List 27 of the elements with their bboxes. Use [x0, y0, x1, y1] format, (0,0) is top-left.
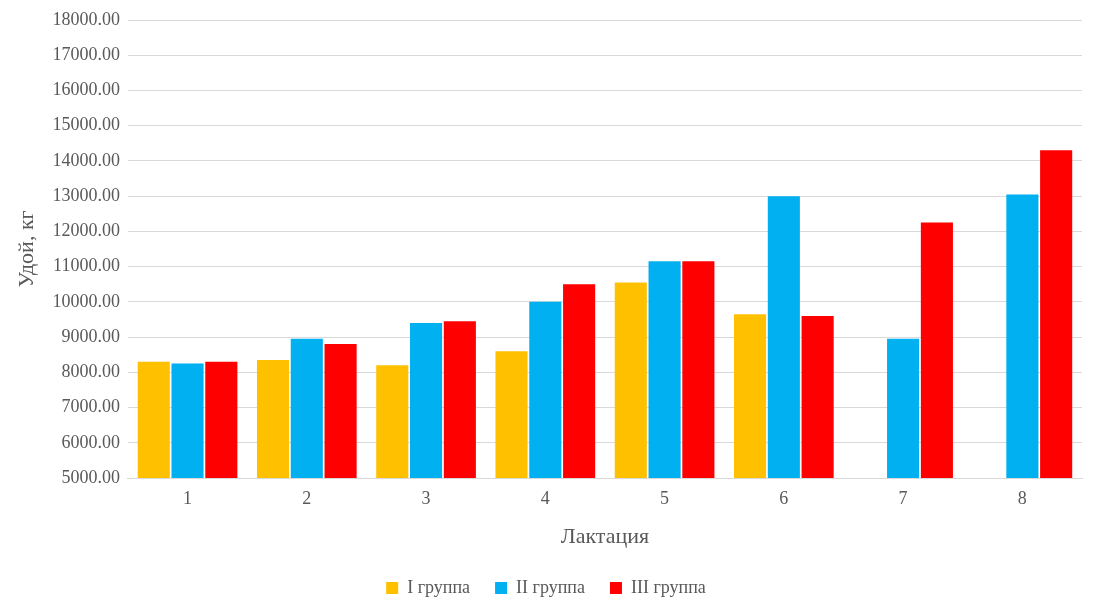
x-tick-label: 6	[779, 487, 789, 508]
x-tick-label: 4	[540, 487, 550, 508]
y-tick-label: 7000.00	[61, 396, 120, 417]
y-tick-label: 12000.00	[52, 220, 120, 241]
x-axis-title: Лактация	[560, 522, 650, 548]
x-tick-label: 3	[421, 487, 431, 508]
y-tick-label: 16000.00	[52, 79, 120, 100]
y-tick-label: 15000.00	[52, 114, 120, 135]
y-tick-label: 9000.00	[61, 325, 120, 346]
y-tick-label: 6000.00	[61, 431, 120, 452]
y-tick-label: 14000.00	[52, 149, 120, 170]
legend-label: II группа	[516, 576, 585, 597]
y-tick-label: 11000.00	[53, 255, 120, 276]
y-tick-label: 5000.00	[61, 466, 120, 487]
y-tick-label: 10000.00	[52, 290, 120, 311]
legend-label: I группа	[407, 576, 471, 597]
y-tick-label: 17000.00	[52, 43, 120, 64]
y-tick-label: 18000.00	[52, 8, 120, 29]
x-tick-label: 8	[1017, 487, 1027, 508]
y-tick-label: 8000.00	[61, 361, 120, 382]
x-tick-label: 7	[898, 487, 908, 508]
y-axis-title: Удой, кг	[12, 210, 38, 288]
x-tick-label: 2	[302, 487, 312, 508]
legend-label: III группа	[630, 576, 706, 597]
x-tick-label: 5	[660, 487, 670, 508]
y-tick-label: 13000.00	[52, 184, 120, 205]
x-tick-label: 1	[183, 487, 193, 508]
